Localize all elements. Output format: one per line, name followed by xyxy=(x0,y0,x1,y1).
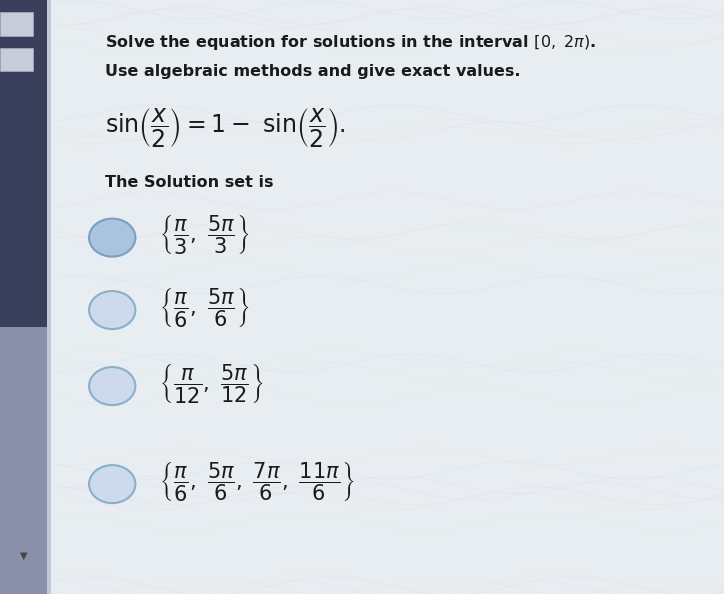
Bar xyxy=(0,12,33,36)
Text: $\left\{\dfrac{\pi}{12},\ \dfrac{5\pi}{12}\right\}$: $\left\{\dfrac{\pi}{12},\ \dfrac{5\pi}{1… xyxy=(159,362,264,405)
Text: The Solution set is: The Solution set is xyxy=(105,175,274,190)
Bar xyxy=(0,48,33,71)
Text: $\left\{\dfrac{\pi}{6},\ \dfrac{5\pi}{6}\right\}$: $\left\{\dfrac{\pi}{6},\ \dfrac{5\pi}{6}… xyxy=(159,286,250,328)
Bar xyxy=(0,0,47,594)
Text: $\sin\!\left(\dfrac{x}{2}\right) = 1 -\ \sin\!\left(\dfrac{x}{2}\right).$: $\sin\!\left(\dfrac{x}{2}\right) = 1 -\ … xyxy=(105,107,345,150)
Text: Solve the equation for solutions in the interval $\left[0,\ 2\pi\right)$.: Solve the equation for solutions in the … xyxy=(105,33,596,52)
Circle shape xyxy=(89,291,135,329)
Circle shape xyxy=(89,465,135,503)
Bar xyxy=(47,0,51,594)
Bar xyxy=(0,327,47,594)
Circle shape xyxy=(89,367,135,405)
Circle shape xyxy=(89,219,135,257)
Text: $\left\{\dfrac{\pi}{3},\ \dfrac{5\pi}{3}\right\}$: $\left\{\dfrac{\pi}{3},\ \dfrac{5\pi}{3}… xyxy=(159,213,250,256)
Text: $\left\{\dfrac{\pi}{6},\ \dfrac{5\pi}{6},\ \dfrac{7\pi}{6},\ \dfrac{11\pi}{6}\ri: $\left\{\dfrac{\pi}{6},\ \dfrac{5\pi}{6}… xyxy=(159,460,355,503)
Text: ▼: ▼ xyxy=(20,551,28,560)
Text: Use algebraic methods and give exact values.: Use algebraic methods and give exact val… xyxy=(105,64,521,78)
